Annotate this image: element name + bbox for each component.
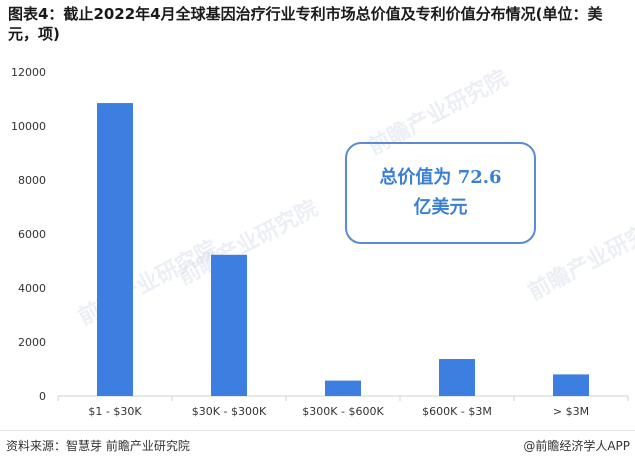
bar — [97, 103, 133, 397]
callout-line-2: 亿美元 — [413, 197, 468, 218]
footer-divider — [0, 430, 635, 431]
bar — [325, 380, 361, 396]
y-tick-label: 0 — [39, 390, 46, 403]
bar — [439, 359, 475, 396]
x-tick-label: $1 - $30K — [88, 405, 142, 418]
y-tick-label: 4000 — [18, 282, 46, 295]
footer: 资料来源：智慧芽 前瞻产业研究院 @前瞻经济学人APP — [6, 437, 630, 455]
chart-title: 图表4：截止2022年4月全球基因治疗行业专利市场总价值及专利价值分布情况(单位… — [8, 5, 603, 43]
x-tick-label: > $3M — [553, 405, 589, 418]
y-tick-label: 12000 — [11, 66, 46, 79]
x-tick-label: $300K - $600K — [302, 405, 384, 418]
bar — [211, 254, 247, 396]
y-tick-label: 6000 — [18, 228, 46, 241]
x-tick-label: $600K - $3M — [422, 405, 492, 418]
callout-line-1: 总价值为 72.6 — [379, 167, 502, 188]
bar — [553, 374, 589, 396]
source-note: 资料来源：智慧芽 前瞻产业研究院 — [6, 439, 190, 453]
bar-chart: 0 2000 4000 6000 8000 10000 12000 $1 - $30K $30K… — [11, 66, 629, 418]
app-credit: @前瞻经济学人APP — [523, 439, 630, 453]
y-tick-label: 2000 — [18, 336, 46, 349]
x-tick-label: $30K - $300K — [192, 405, 267, 418]
total-value-callout: 总价值为 72.6 亿美元 — [345, 142, 536, 244]
y-tick-label: 10000 — [11, 120, 46, 133]
y-tick-label: 8000 — [18, 174, 46, 187]
